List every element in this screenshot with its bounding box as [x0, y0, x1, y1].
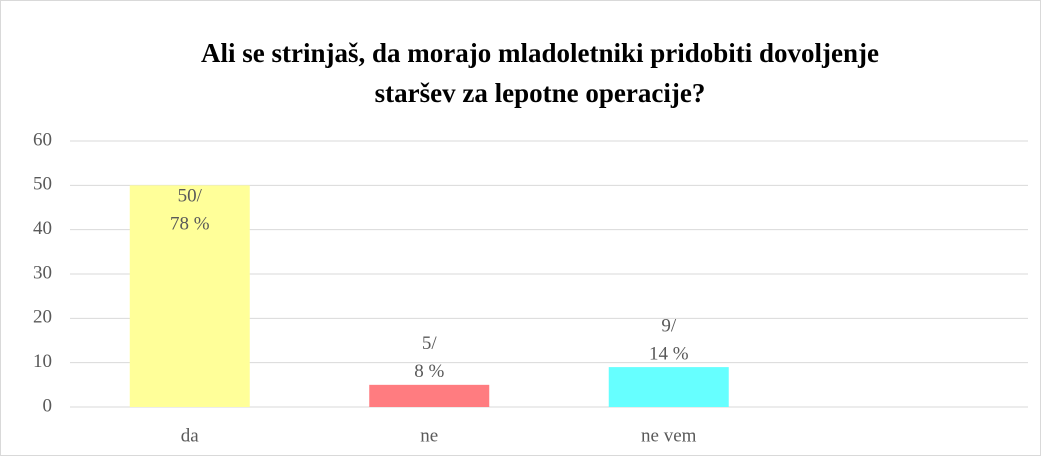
y-tick-label: 30	[33, 262, 52, 283]
data-label: 78 %	[170, 214, 210, 235]
chart-title: staršev za lepotne operacije?	[375, 78, 706, 108]
y-tick-label: 0	[43, 395, 53, 416]
bar	[369, 384, 490, 407]
x-tick-label: ne	[420, 425, 438, 446]
chart-title: Ali se strinjaš, da morajo mladoletniki …	[201, 38, 879, 68]
y-tick-label: 60	[33, 129, 52, 150]
y-tick-label: 40	[33, 218, 52, 239]
y-tick-label: 50	[33, 174, 52, 195]
y-tick-label: 10	[33, 351, 52, 372]
data-label: 9/	[661, 315, 677, 336]
y-tick-label: 20	[33, 307, 52, 328]
data-label: 8 %	[414, 361, 444, 382]
x-tick-label: da	[181, 425, 200, 446]
data-label: 14 %	[649, 343, 689, 364]
data-label: 50/	[178, 186, 203, 207]
data-label: 5/	[422, 333, 438, 354]
bar	[129, 185, 250, 407]
x-tick-label: ne vem	[641, 425, 697, 446]
bar	[608, 367, 729, 407]
